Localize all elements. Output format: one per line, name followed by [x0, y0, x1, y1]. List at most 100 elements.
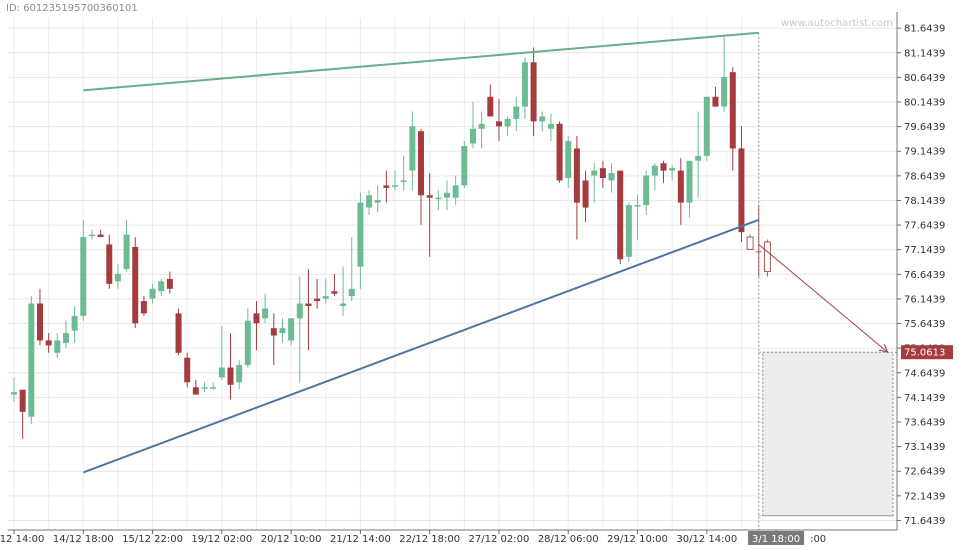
candle: [513, 96, 520, 132]
candle-body: [11, 392, 17, 395]
candle-body: [565, 141, 572, 178]
y-tick-label: 80.1439: [904, 97, 945, 108]
candle: [62, 320, 69, 348]
candle-body: [227, 367, 234, 385]
price-tag-label: 75.0613: [904, 348, 945, 359]
candle-body: [62, 333, 69, 343]
y-tick-label: 77.1439: [904, 245, 945, 256]
candle-body: [366, 195, 373, 208]
candle: [149, 283, 156, 304]
candle-body: [19, 389, 26, 412]
y-tick-label: 78.1439: [904, 196, 945, 207]
target-zone-layer: [758, 32, 897, 530]
x-tick-label: 28/12 06:00: [538, 534, 599, 545]
x-highlight-box: [748, 531, 805, 545]
candle: [435, 190, 442, 210]
candle-body: [582, 180, 589, 208]
candle-body: [763, 241, 771, 273]
candle: [123, 219, 130, 272]
candle: [539, 111, 546, 132]
forecast-arrow-head: [878, 343, 889, 353]
candle-body: [244, 320, 251, 366]
candle: [19, 389, 26, 439]
candle-body: [114, 274, 121, 282]
candle: [444, 180, 450, 210]
candle: [166, 271, 173, 294]
x-tick-label: 19/12 02:00: [191, 534, 252, 545]
candle-body: [314, 298, 321, 302]
candle-body: [660, 163, 667, 171]
candle-body: [149, 288, 156, 299]
candle: [357, 192, 364, 289]
candle: [452, 175, 459, 206]
y-tick-label: 79.1439: [904, 147, 945, 158]
candle: [547, 114, 554, 142]
candle: [132, 237, 139, 329]
candle-body: [88, 234, 95, 237]
y-tick-label: 79.6439: [904, 122, 945, 133]
candle: [418, 128, 425, 225]
candle-body: [296, 303, 303, 319]
y-tick-label: 73.1439: [904, 442, 945, 453]
candle-body: [54, 340, 61, 353]
candle-body: [80, 237, 87, 316]
candle-body: [530, 62, 537, 122]
candle-body: [383, 185, 390, 188]
candle: [97, 229, 104, 238]
x-tick-label: 15/12 22:00: [122, 534, 183, 545]
candle: [487, 84, 494, 117]
candle-body: [677, 170, 684, 203]
chart-id-label: ID: 601235195700360101: [6, 3, 138, 14]
y-tick-label: 75.6439: [904, 319, 945, 330]
candle: [314, 278, 321, 309]
candle: [478, 111, 485, 149]
y-tick-label: 77.6439: [904, 221, 945, 232]
candle: [763, 239, 771, 277]
candle: [643, 170, 650, 215]
candle-body: [357, 202, 364, 267]
candle-body: [322, 296, 329, 299]
candle: [591, 163, 598, 203]
candle-body: [452, 185, 459, 198]
x-tick-label: 22/12 18:00: [399, 534, 460, 545]
candle-body: [192, 387, 199, 395]
candle-body: [348, 288, 355, 297]
candle: [495, 99, 502, 142]
candle: [729, 67, 736, 171]
support-line: [82, 218, 760, 474]
candle-body: [478, 123, 485, 129]
candle-body: [270, 328, 277, 336]
candle-body: [608, 173, 615, 181]
resistance-line: [83, 31, 759, 92]
candle-body: [746, 236, 754, 250]
candle: [608, 163, 615, 193]
candle: [409, 111, 416, 191]
candle: [54, 333, 61, 358]
x-tick-label: 20/12 10:00: [261, 534, 322, 545]
candle: [262, 293, 269, 324]
grid: [8, 18, 897, 530]
candle: [582, 170, 589, 223]
candle-body: [513, 106, 520, 119]
candle-body: [210, 387, 217, 389]
y-tick-label: 72.6439: [904, 467, 945, 478]
candle: [530, 47, 537, 137]
candle: [331, 274, 338, 297]
x-tick-label-fragment: :00: [810, 534, 826, 545]
candle: [88, 229, 95, 240]
candle: [192, 379, 199, 395]
x-tick-label: 30/12 14:00: [676, 534, 737, 545]
candle-body: [703, 96, 710, 156]
candle: [201, 382, 208, 393]
target-zone-box: [762, 351, 894, 517]
x-tick-label: 29/12 10:00: [607, 534, 668, 545]
candle: [712, 86, 719, 107]
candle-body: [435, 197, 442, 200]
candle: [253, 301, 260, 351]
candle: [374, 185, 381, 213]
candle: [651, 163, 658, 191]
x-tick-label: 27/12 02:00: [469, 534, 530, 545]
candle-body: [132, 246, 139, 324]
